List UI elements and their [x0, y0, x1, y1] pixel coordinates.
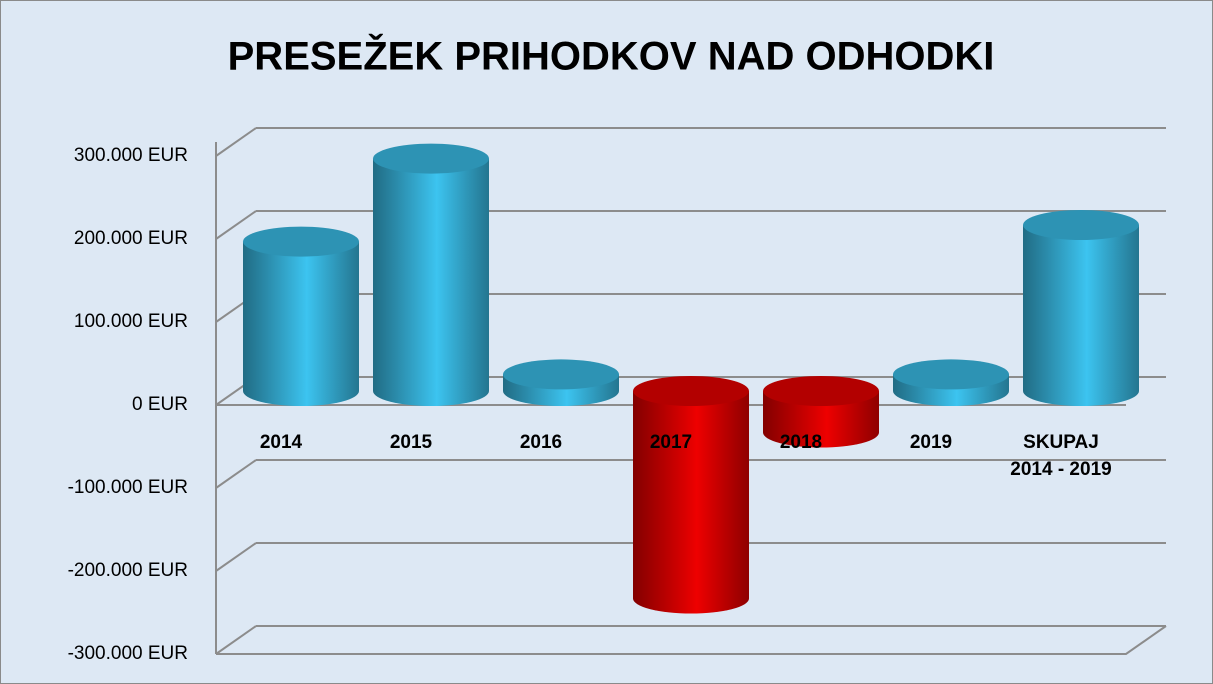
x-tick-label: 2017: [649, 432, 693, 453]
x-tick-label: SKUPAJ 2014 - 2019: [1010, 432, 1112, 480]
bar-body: [763, 391, 879, 448]
x-tick-label: 2019: [909, 432, 953, 453]
grid-line: [215, 210, 257, 240]
y-tick-label: -300.000 EUR: [68, 643, 188, 664]
bar: [243, 226, 359, 406]
grid-line: [215, 625, 257, 655]
grid-line: [215, 542, 257, 572]
y-tick-label: -100.000 EUR: [68, 477, 188, 498]
y-tick-label: 0 EUR: [132, 394, 188, 415]
bar-top: [1023, 210, 1139, 240]
bar-body: [633, 391, 749, 614]
chart-title: PRESEŽEK PRIHODKOV NAD ODHODKI: [228, 33, 995, 79]
bar: [893, 359, 1009, 406]
bar-body: [373, 158, 489, 406]
x-tick-label: 2014: [259, 432, 303, 453]
x-tick-label: 2016: [519, 432, 563, 453]
bar: [373, 143, 489, 406]
bar-top: [373, 143, 489, 174]
bar: [1023, 210, 1139, 406]
bar-top: [893, 359, 1009, 390]
grid-line: [215, 459, 257, 489]
bar: [633, 376, 749, 614]
x-tick-label: 2018: [779, 432, 823, 453]
y-tick-label: -200.000 EUR: [68, 560, 188, 581]
bar-top: [243, 226, 359, 257]
x-tick-label: 2015: [389, 432, 433, 453]
bar: [503, 359, 619, 406]
bar-body: [1023, 225, 1139, 406]
bar-top: [633, 376, 749, 406]
bar-top: [763, 376, 879, 406]
y-tick-label: 200.000 EUR: [74, 228, 188, 249]
bar-body: [243, 241, 359, 406]
bar-top: [503, 359, 619, 390]
y-tick-label: 300.000 EUR: [74, 145, 188, 166]
bar: [763, 376, 879, 448]
grid-line: [215, 127, 257, 157]
y-tick-label: 100.000 EUR: [74, 311, 188, 332]
floor-edge: [216, 625, 1167, 655]
